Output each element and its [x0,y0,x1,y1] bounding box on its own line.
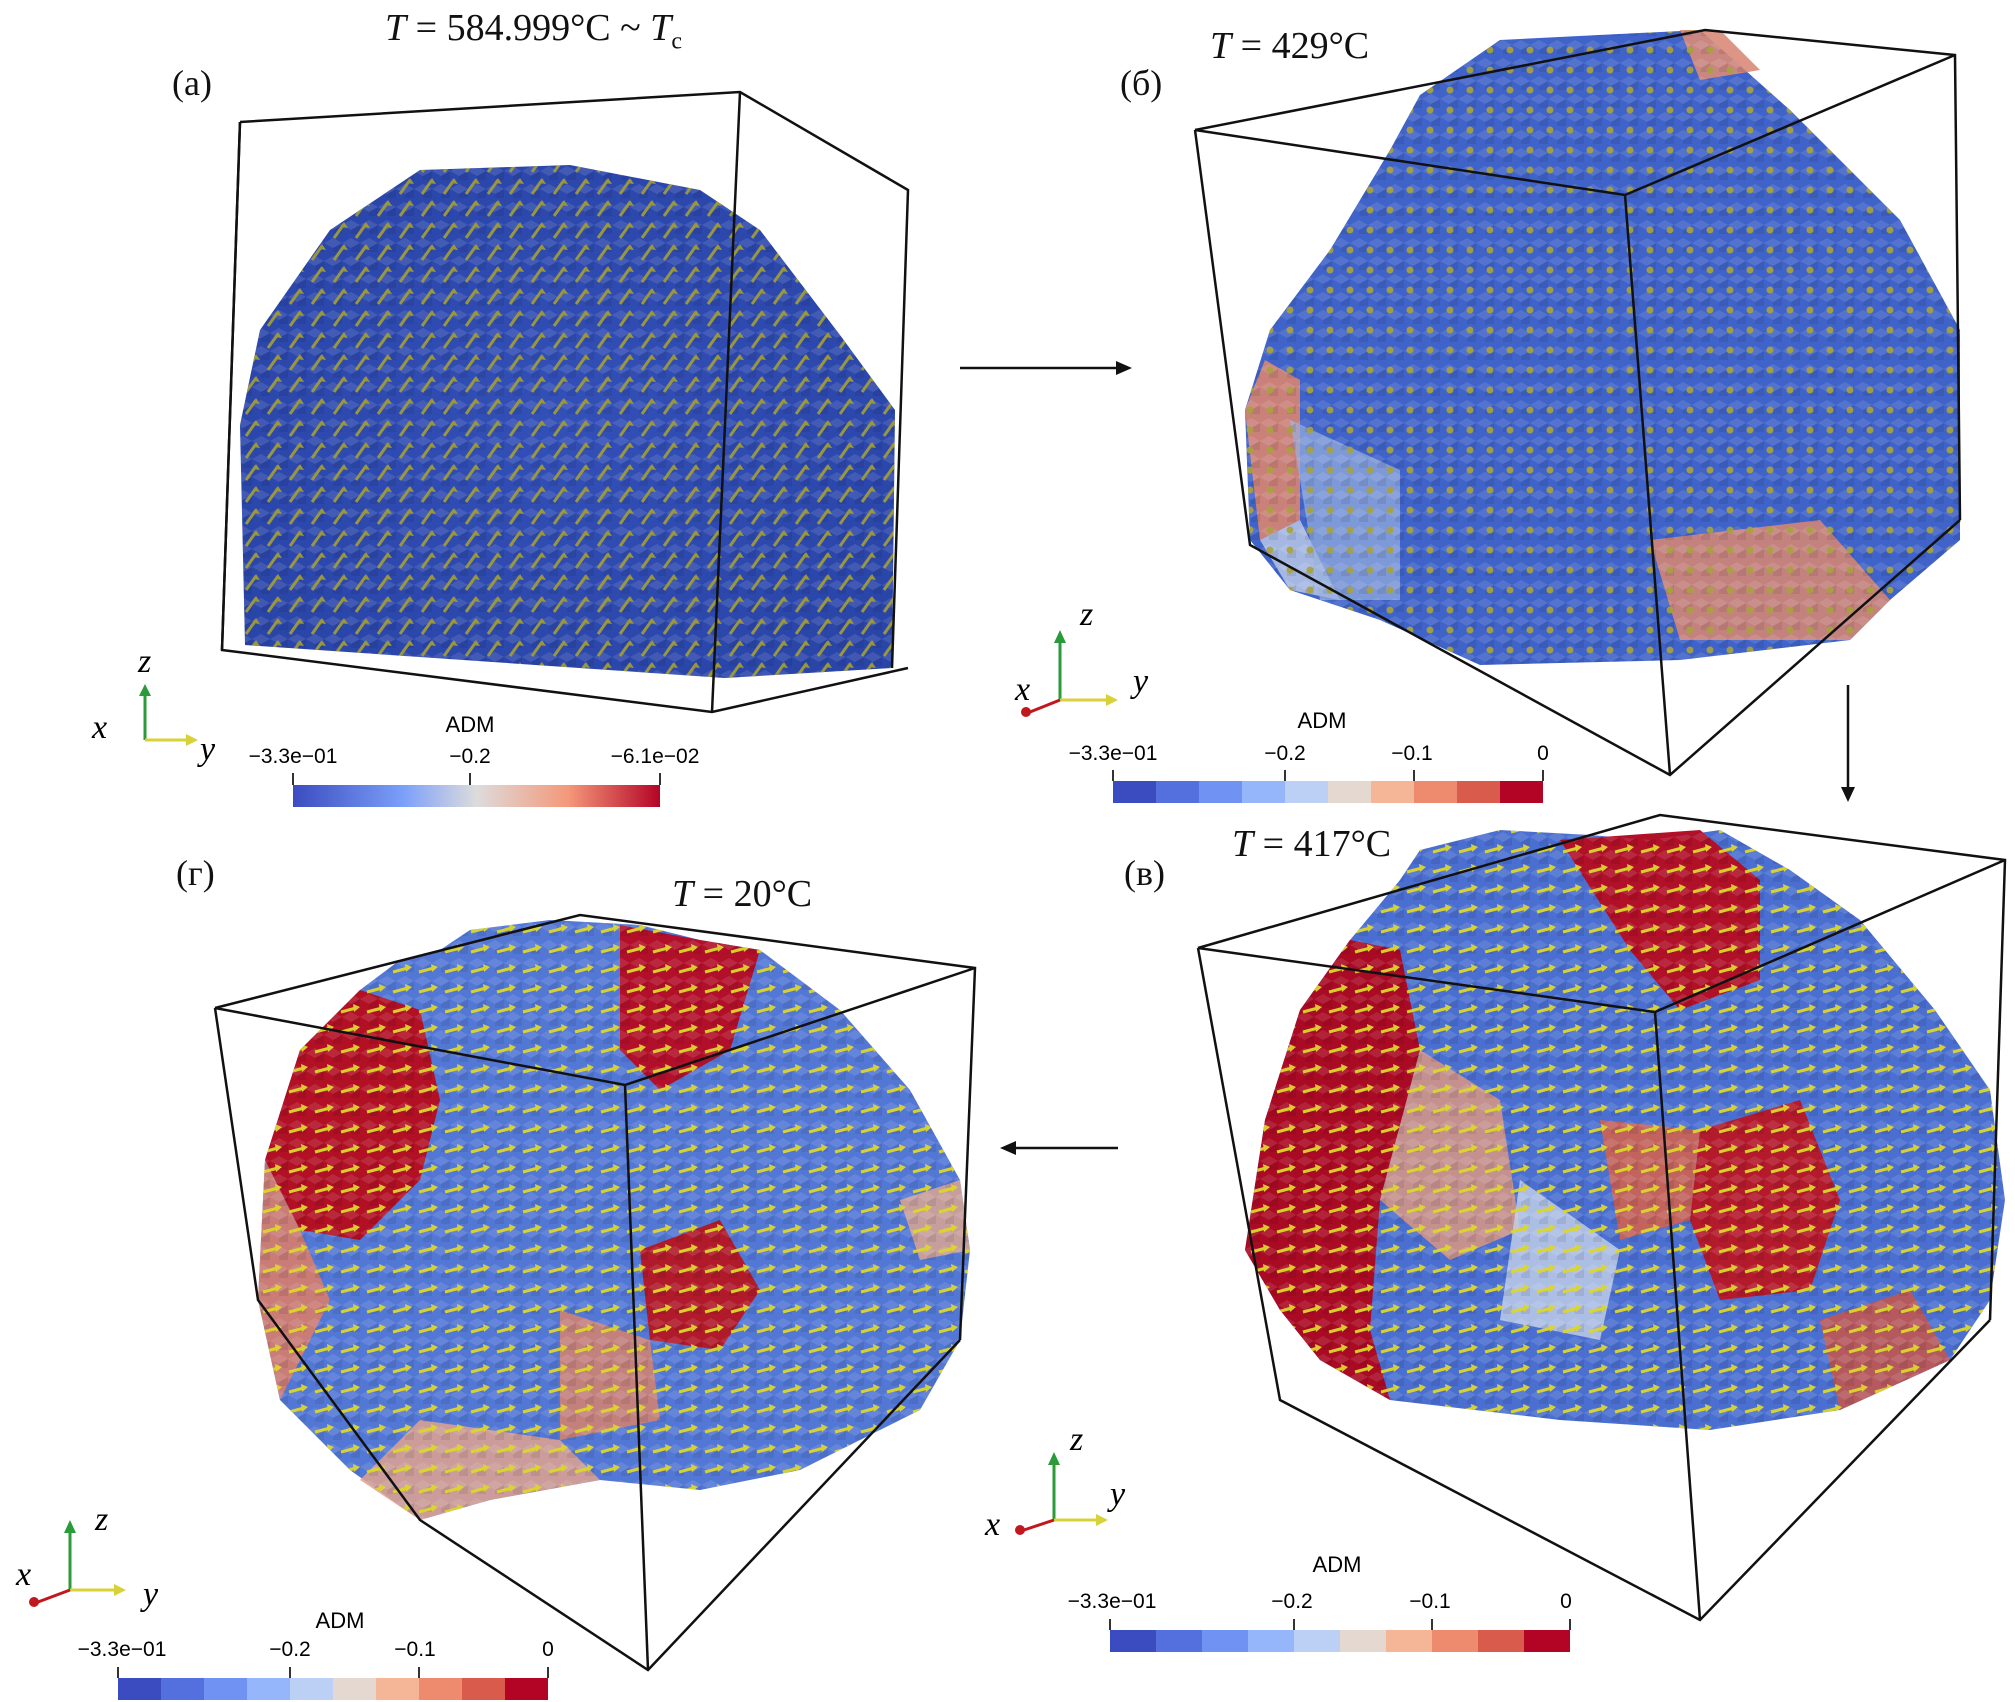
panel-g-colorbar-tick-1: −0.2 [269,1638,310,1661]
panel-g-axis-y: y [140,1576,159,1613]
arrow-v-to-g [1000,1141,1118,1155]
panel-g-temperature: T = 20°C [672,873,813,915]
panel-a: z x y ADM −3.3e−01 −0.2 −6.1e−02 [91,90,910,807]
panel-a-letter: (a) [172,63,212,103]
panel-g-bounding-box [213,913,977,1672]
panel-a-colorbar-tick-0: −3.3e−01 [249,745,338,768]
panel-b-letter: (б) [1120,63,1163,103]
panel-b-axis-y: y [1130,663,1149,700]
panel-b-axis-z: z [1079,596,1093,633]
panel-g-colorbar-tick-2: −0.1 [394,1638,435,1661]
panel-g-colorbar-tick-3: 0 [542,1638,554,1661]
panel-a-colorbar: ADM −3.3e−01 −0.2 −6.1e−02 [249,712,700,807]
panel-v-temperature: T = 417°C [1232,823,1392,865]
arrow-a-to-b [960,361,1132,375]
panel-a-axes-widget: z x y [91,643,216,768]
arrow-b-to-v [1841,685,1855,802]
panel-b-colorbar: ADM −3.3e−01 −0.2 −0.1 0 [1069,708,1549,803]
panel-b-colorbar-tick-0: −3.3e−01 [1069,742,1158,765]
panel-a-colorbar-tick-1: −0.2 [449,745,490,768]
panel-v-axis-y: y [1107,1476,1126,1513]
panel-g-letter: (г) [176,853,215,893]
panel-b-colorbar-tick-3: 0 [1537,742,1549,765]
panel-b-bounding-box [1193,28,1962,777]
panel-v: z x y ADM −3.3e−01 −0.2 [984,813,2007,1652]
panel-v-bounding-box [1196,813,2007,1622]
panel-v-colorbar-tick-2: −0.1 [1409,1590,1450,1613]
panel-g-colorbar-title: ADM [316,1608,365,1633]
panel-g-axis-x: x [15,1556,31,1593]
panel-v-axis-z: z [1069,1421,1083,1458]
panel-a-bounding-box [220,90,910,714]
panel-g: z x y ADM −3.3e−01 −0.2 [15,913,977,1700]
panel-b-axis-x: x [1014,671,1030,708]
panel-a-temperature: T = 584.999°C ~ Tc [385,7,682,55]
panel-v-colorbar-title: ADM [1313,1552,1362,1577]
panel-g-axis-z: z [94,1501,108,1538]
panel-a-colorbar-title: ADM [446,712,495,737]
panel-b-colorbar-title: ADM [1298,708,1347,733]
panel-v-colorbar-tick-0: −3.3e−01 [1068,1590,1157,1613]
panel-a-axis-x: x [91,709,107,746]
panel-v-axes-widget: z x y [984,1421,1126,1543]
panel-v-letter: (в) [1124,853,1165,893]
panel-a-colorbar-tick-2: −6.1e−02 [611,745,700,768]
panel-b-colorbar-tick-2: −0.1 [1391,742,1432,765]
panel-b-temperature: T = 429°C [1210,25,1370,67]
panel-g-axes-widget: z x y [15,1501,159,1613]
panel-a-axis-y: y [197,731,216,768]
panel-v-colorbar: ADM −3.3e−01 −0.2 −0.1 0 [1068,1552,1572,1652]
panel-b-colorbar-tick-1: −0.2 [1264,742,1305,765]
panel-b-axes-widget: z x y [1014,596,1149,717]
panel-v-colorbar-tick-3: 0 [1560,1590,1572,1613]
panel-b: z x y ADM −3.3e−01 −0.2 [1014,28,1962,803]
panel-v-colorbar-tick-1: −0.2 [1271,1590,1312,1613]
panel-a-axis-z: z [137,643,151,680]
panel-g-colorbar-tick-0: −3.3e−01 [78,1638,167,1661]
panel-v-axis-x: x [984,1506,1000,1543]
panel-g-colorbar: ADM −3.3e−01 −0.2 −0.1 0 [78,1608,554,1700]
